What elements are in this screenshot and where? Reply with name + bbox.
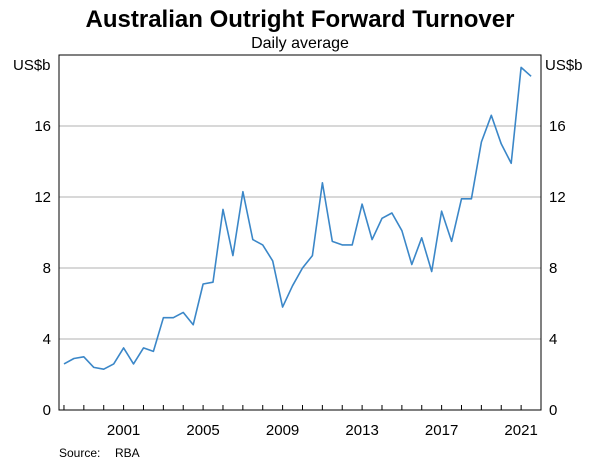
x-tick-label: 2021 [504,422,537,439]
plot-frame [58,54,542,411]
x-tick-label: 2009 [266,422,299,439]
y-axis-ticks-left: 0 4 8 12 16 [34,118,51,419]
y-tick-label-left: 8 [43,260,51,277]
y-tick-label-right: 8 [549,260,557,277]
gridlines [59,125,541,340]
y-tick-label-right: 12 [549,189,566,206]
chart-subtitle: Daily average [251,35,349,52]
chart-title: Australian Outright Forward Turnover [86,6,515,33]
y-tick-label-right: 0 [549,402,557,419]
y-axis-unit-right: US$b [545,57,583,74]
y-tick-label-left: 16 [34,118,51,135]
y-axis-unit-left: US$b [13,57,51,74]
series-group [63,66,532,371]
source-value: RBA [115,446,140,460]
y-tick-label-left: 12 [34,189,51,206]
x-tick-label: 2005 [186,422,219,439]
y-tick-label-left: 0 [43,402,51,419]
x-tick-label: 2013 [345,422,378,439]
y-tick-label-right: 16 [549,118,566,135]
y-tick-label-left: 4 [43,331,51,348]
x-tick-label: 2001 [107,422,140,439]
y-axis-ticks-right: 0 4 8 12 16 [549,118,566,419]
x-axis-ticks: 2001 2005 2009 2013 2017 2021 [63,405,542,439]
series-line [63,66,532,371]
x-tick-label: 2017 [425,422,458,439]
source-label: Source: [59,446,100,460]
y-tick-label-right: 4 [549,331,557,348]
